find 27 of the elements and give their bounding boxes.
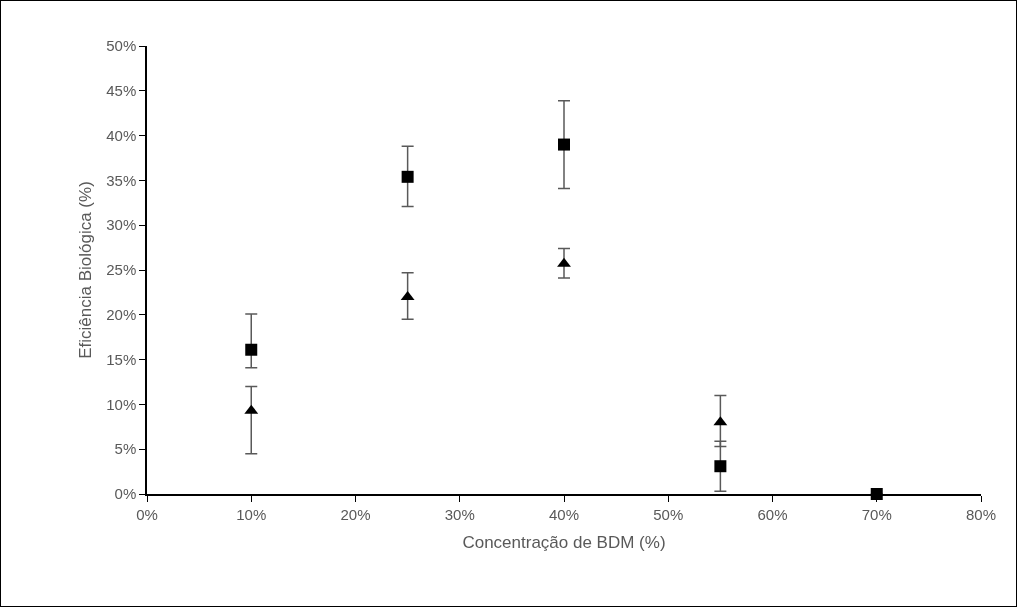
y-tick-label: 45% <box>106 82 137 100</box>
y-tick-label: 5% <box>114 440 137 458</box>
x-axis-title: Concentração de BDM (%) <box>462 532 666 552</box>
point <box>558 138 570 151</box>
x-tick-label: 10% <box>236 505 267 523</box>
y-tick-label: 0% <box>114 485 137 503</box>
x-tick-label: 80% <box>965 505 997 523</box>
y-tick-label: 40% <box>106 126 137 144</box>
x-tick-label: 0% <box>136 505 158 523</box>
x-tick-label: 60% <box>757 505 788 523</box>
x-tick-label: 40% <box>548 505 580 523</box>
point <box>401 170 414 183</box>
point <box>557 257 571 267</box>
x-tick-label: 30% <box>444 505 475 523</box>
point <box>714 460 727 473</box>
y-tick-label: 30% <box>106 216 137 234</box>
y-tick-label: 25% <box>106 261 137 279</box>
y-tick-label: 50% <box>106 37 137 55</box>
y-tick-label: 35% <box>106 171 137 189</box>
y-tick-label: 10% <box>106 395 137 413</box>
y-axis-title: Eficiência Biológica (%) <box>76 181 96 359</box>
y-tick-label: 20% <box>106 306 137 324</box>
x-tick-label: 50% <box>653 505 684 523</box>
x-tick-label: 70% <box>861 505 892 523</box>
point <box>245 343 258 356</box>
x-tick-label: 20% <box>340 505 371 523</box>
y-tick-label: 15% <box>106 350 137 368</box>
